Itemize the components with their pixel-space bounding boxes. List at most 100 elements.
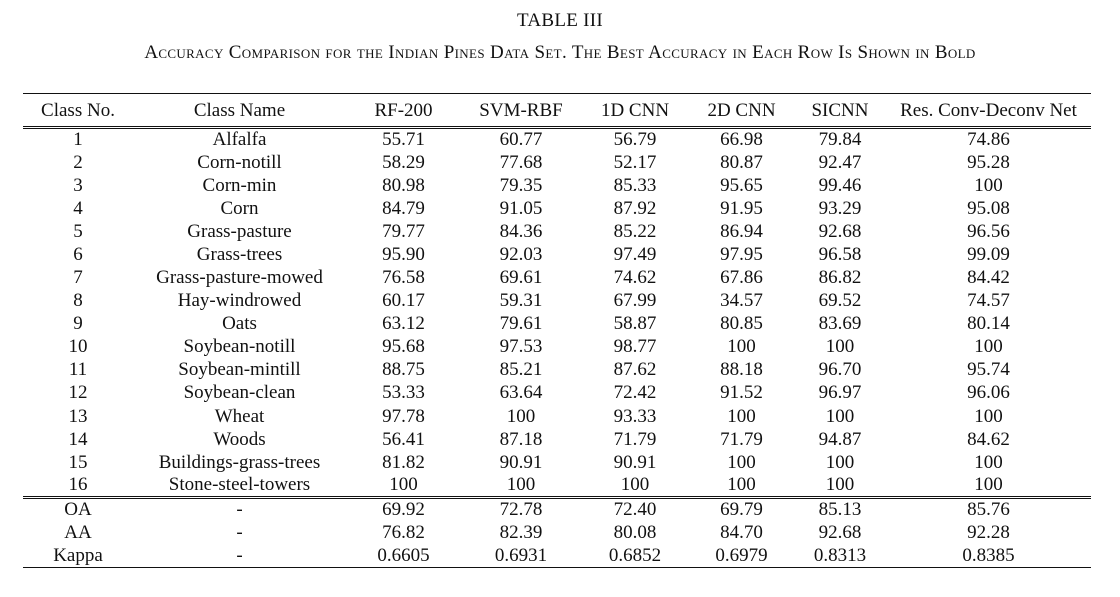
cell-class-no: 10	[68, 336, 88, 358]
cell-value: 87.62	[613, 359, 657, 381]
cell-value: 85.76	[886, 496, 1091, 522]
cell-value: 52.17	[613, 151, 657, 173]
col-header-class-name: Class Name	[133, 93, 346, 128]
cell-value: 80.87	[720, 151, 763, 173]
cell-value: 84.62	[967, 428, 1010, 450]
cell-value: 0.6605	[346, 544, 461, 569]
cell-value: 76.82	[382, 521, 425, 543]
cell-class-name: Hay-windrowed	[177, 290, 302, 312]
cell-value: 0.8313	[794, 544, 886, 569]
cell-value: 0.6979	[689, 544, 794, 569]
cell-class-name: Soybean-clean	[183, 382, 296, 404]
cell-value: 94.87	[818, 428, 862, 450]
cell-value: 71.79	[613, 428, 657, 450]
cell-value: 81.82	[382, 451, 425, 473]
table-row: AA - 76.82 82.39 80.08 84.70 92.68 92.28	[23, 521, 1091, 544]
cell-class-no: 15	[68, 451, 88, 473]
cell-class-name: Corn-min	[202, 174, 277, 196]
cell-value: 72.42	[613, 382, 657, 404]
cell-value: 100	[727, 451, 756, 473]
cell-value: 59.31	[499, 290, 543, 312]
cell-class-no: 16	[68, 474, 88, 496]
col-header-2d-cnn: 2D CNN	[689, 93, 794, 128]
cell-value: 85.13	[794, 496, 886, 522]
cell-value: 95.68	[382, 336, 425, 358]
cell-class-name: Woods	[213, 428, 266, 450]
cell-value: 91.05	[499, 197, 543, 219]
cell-value: 56.41	[382, 428, 425, 450]
cell-value: 84.70	[720, 521, 763, 543]
table-label: TABLE III	[516, 10, 604, 31]
cell-class-no: 2	[73, 151, 83, 173]
cell-value: 100	[506, 474, 536, 496]
cell-value: 74.62	[613, 267, 657, 289]
cell-class-name: Wheat	[214, 405, 265, 427]
cell-value: 83.69	[818, 313, 862, 335]
table-row: 6 Grass-trees 95.90 92.03 97.49 97.95 96.58 99.…	[23, 243, 1091, 266]
cell-class-no: OA	[23, 496, 133, 522]
cell-value: 69.52	[818, 290, 862, 312]
cell-value: 100	[974, 474, 1003, 496]
cell-class-no: 12	[68, 382, 88, 404]
cell-class-no: 11	[68, 359, 88, 381]
cell-value: 60.17	[382, 290, 425, 312]
cell-value: 92.28	[967, 521, 1010, 543]
cell-value: 100	[727, 336, 756, 358]
cell-class-no: 9	[73, 313, 83, 335]
header-row: Class No. Class Name RF-200 SVM-RBF 1D C…	[23, 93, 1091, 128]
cell-value: 55.71	[346, 126, 461, 151]
cell-value: 97.53	[499, 336, 543, 358]
cell-class-name: Grass-pasture-mowed	[156, 267, 323, 289]
cell-value: 99.09	[967, 243, 1010, 265]
cell-value: 92.68	[818, 521, 862, 543]
cell-class-no: 4	[73, 197, 83, 219]
table-row: 1 Alfalfa 55.71 60.77 56.79 66.98 79.84 74.86	[23, 126, 1091, 151]
cell-value: 63.64	[499, 382, 543, 404]
cell-value: 87.18	[499, 428, 543, 450]
cell-class-no: Kappa	[23, 544, 133, 569]
cell-class-name: Corn-notill	[197, 151, 282, 173]
cell-value: 90.91	[613, 451, 657, 473]
cell-class-name: Oats	[222, 313, 257, 335]
cell-value: 66.98	[689, 126, 794, 151]
cell-class-name: Grass-pasture	[187, 220, 292, 242]
cell-value: 100	[825, 405, 855, 427]
cell-value: 63.12	[382, 313, 425, 335]
cell-value: 91.52	[720, 382, 763, 404]
cell-value: 60.77	[461, 126, 581, 151]
cell-value: 97.78	[382, 405, 425, 427]
table-row: 9 Oats 63.12 79.61 58.87 80.85 83.69 80.14	[23, 313, 1091, 336]
table-row: OA -69.92 72.78 72.40 69.79 85.13 85.76	[23, 496, 1091, 522]
cell-value: 72.40	[581, 496, 689, 522]
cell-value: 0.6852	[581, 544, 689, 569]
table-row: 7 Grass-pasture-mowed 76.58 69.61 74.62 67.86…	[23, 266, 1091, 289]
cell-value: 90.91	[499, 451, 543, 473]
cell-value: 92.68	[818, 220, 862, 242]
col-header-res-conv-deconv-net: Res. Conv-Deconv Net	[886, 93, 1091, 128]
cell-class-name: Buildings-grass-trees	[158, 451, 321, 473]
summary-rows: OA -69.92 72.78 72.40 69.79 85.13 85.76 AA -76.8…	[23, 496, 1091, 569]
cell-value: 58.29	[382, 151, 425, 173]
col-header-rf-200: RF-200	[346, 93, 461, 128]
cell-class-name: Grass-trees	[196, 243, 283, 265]
cell-value: 100	[620, 474, 650, 496]
cell-value: 34.57	[720, 290, 763, 312]
table-row: 16 Stone-steel-towers 100 100 100 100 100 100	[23, 474, 1091, 498]
cell-value: 80.08	[613, 521, 657, 543]
cell-value: 96.70	[818, 359, 862, 381]
table-row: 11 Soybean-mintill 88.75 85.21 87.62 88.18 96.…	[23, 359, 1091, 382]
cell-value: 79.61	[499, 313, 543, 335]
cell-value: 86.82	[818, 267, 862, 289]
cell-value: 69.61	[499, 267, 543, 289]
cell-value: 100	[825, 451, 855, 473]
cell-value: 100	[506, 405, 536, 427]
table-row: 15 Buildings-grass-trees 81.82 90.91 90.91 10…	[23, 451, 1091, 474]
table-row: Kappa -0.6605 0.6931 0.6852 0.6979 0.8313 0.83…	[23, 544, 1091, 569]
cell-value: 74.57	[967, 290, 1010, 312]
cell-class-no: 6	[73, 243, 83, 265]
cell-value: 97.49	[613, 243, 657, 265]
cell-class-name: Soybean-mintill	[178, 359, 301, 381]
cell-value: 67.86	[720, 267, 763, 289]
cell-value: 67.99	[613, 290, 657, 312]
class-rows: 1 Alfalfa 55.71 60.77 56.79 66.98 79.84 74.86 2 C…	[23, 126, 1091, 498]
